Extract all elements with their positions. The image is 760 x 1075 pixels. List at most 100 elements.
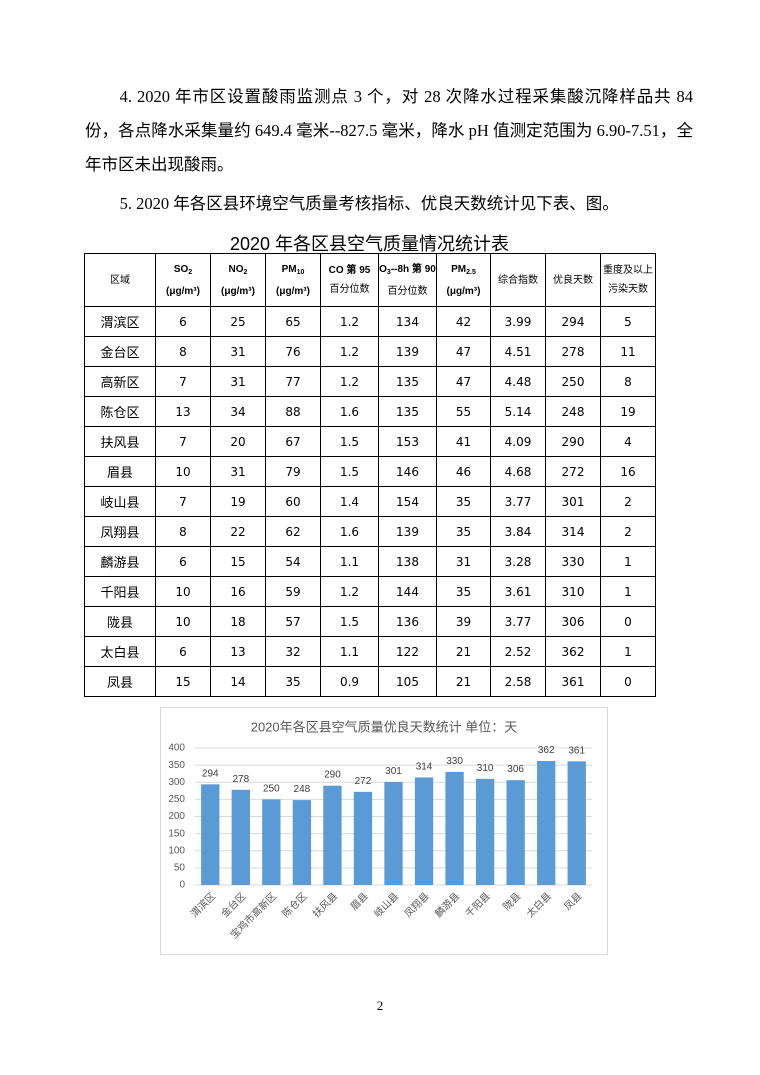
subscript: 2: [188, 268, 193, 276]
header-cell: O3--8h 第 90 百分位数: [378, 253, 437, 307]
header-cell: PM2.5 (μg/m³): [436, 253, 491, 307]
y-tick-label: 400: [168, 743, 185, 754]
table-cell: 34: [210, 396, 266, 427]
bar: [445, 771, 464, 885]
table-row: 千阳县 10 16 59 1.2 144 35 3.61 310 1: [84, 576, 656, 607]
data-label: 301: [385, 766, 402, 777]
table-cell: 54: [265, 546, 321, 577]
table-cell: 5.14: [490, 396, 546, 427]
table-row: 太白县 6 13 32 1.1 122 21 2.52 362 1: [84, 636, 656, 667]
data-label: 294: [202, 768, 219, 779]
table-cell: 2.52: [490, 636, 546, 667]
header-text: PM: [281, 263, 297, 275]
table-cell: 13: [210, 636, 266, 667]
table-cell: 8: [155, 336, 211, 367]
table-cell: 0: [600, 666, 656, 697]
table-cell: 16: [600, 456, 656, 487]
header-line: 百分位数: [321, 280, 378, 299]
header-cell: 重度及以上 污染天数: [600, 253, 656, 307]
data-label: 362: [538, 745, 555, 756]
table-cell: 11: [600, 336, 656, 367]
table-cell: 59: [265, 576, 321, 607]
header-text: 优良天数: [553, 274, 593, 286]
y-tick-label: 350: [168, 760, 185, 771]
table-cell: 3.99: [490, 306, 546, 337]
table-cell: 凤翔县: [84, 516, 156, 547]
table-cell: 144: [378, 576, 437, 607]
table-cell: 扶风县: [84, 426, 156, 457]
header-line: NO2: [211, 260, 265, 282]
subscript: 10: [296, 268, 305, 276]
table-cell: 248: [545, 396, 601, 427]
table-cell: 1.2: [320, 366, 379, 397]
table-cell: 79: [265, 456, 321, 487]
bar: [475, 778, 495, 885]
table-cell: 8: [600, 366, 656, 397]
table-cell: 岐山县: [84, 486, 156, 517]
table-cell: 1.2: [320, 576, 379, 607]
header-line: (μg/m³): [211, 282, 265, 301]
table-cell: 301: [545, 486, 601, 517]
table-cell: 陈仓区: [84, 396, 156, 427]
data-label: 248: [294, 784, 311, 795]
table-cell: 31: [210, 366, 266, 397]
table-cell: 0.9: [320, 666, 379, 697]
table-row: 眉县 10 31 79 1.5 146 46 4.68 272 16: [84, 456, 656, 487]
bar: [292, 800, 312, 885]
paragraph: 4. 2020 年市区设置酸雨监测点 3 个，对 28 次降水过程采集酸沉降样品…: [85, 87, 693, 174]
header-text: (μg/m³): [221, 285, 255, 297]
table-cell: 麟游县: [84, 546, 156, 577]
table-cell: 57: [265, 606, 321, 637]
table-cell: 134: [378, 306, 437, 337]
data-label: 272: [355, 776, 372, 787]
table-cell: 62: [265, 516, 321, 547]
table-cell: 20: [210, 426, 266, 457]
table: 区域 SO2 (μg/m³) NO2 (μg/m³) PM10 (μg/m³) CO 第 95…: [84, 253, 656, 697]
header-line: PM2.5: [437, 260, 490, 282]
table-cell: 4.09: [490, 426, 546, 457]
header-line: 污染天数: [601, 280, 655, 299]
table-cell: 77: [265, 366, 321, 397]
table-cell: 122: [378, 636, 437, 667]
table-cell: 2: [600, 516, 656, 547]
table-cell: 1.2: [320, 336, 379, 367]
table-cell: 76: [265, 336, 321, 367]
table-cell: 306: [545, 606, 601, 637]
table-cell: 41: [436, 426, 491, 457]
table-cell: 136: [378, 606, 437, 637]
table-cell: 105: [378, 666, 437, 697]
table-cell: 高新区: [84, 366, 156, 397]
header-line: SO2: [156, 260, 210, 282]
bar: [201, 784, 220, 885]
header-cell: 综合指数: [490, 253, 546, 307]
header-line: 综合指数: [491, 271, 545, 290]
table-row: 岐山县 7 19 60 1.4 154 35 3.77 301 2: [84, 486, 656, 517]
bar: [567, 761, 586, 885]
header-line: (μg/m³): [156, 282, 210, 301]
table-cell: 278: [545, 336, 601, 367]
table-cell: 138: [378, 546, 437, 577]
table-row: 麟游县 6 15 54 1.1 138 31 3.28 330 1: [84, 546, 656, 577]
header-line: (μg/m³): [437, 282, 490, 301]
table-cell: 250: [545, 366, 601, 397]
y-tick-label: 250: [168, 794, 185, 805]
page-number: 2: [376, 998, 384, 1013]
header-line: PM10: [266, 260, 320, 282]
table-cell: 31: [210, 336, 266, 367]
table-cell: 1: [600, 636, 656, 667]
table-cell: 60: [265, 486, 321, 517]
table-cell: 渭滨区: [84, 306, 156, 337]
table-cell: 3.84: [490, 516, 546, 547]
table-cell: 139: [378, 516, 437, 547]
header-text: 污染天数: [608, 284, 648, 295]
table-cell: 10: [155, 606, 211, 637]
bar: [231, 789, 250, 885]
table-row: 金台区 8 31 76 1.2 139 47 4.51 278 11: [84, 336, 656, 367]
table-cell: 55: [436, 396, 491, 427]
header-text: PM: [451, 263, 467, 275]
table-cell: 1.5: [320, 426, 379, 457]
table-cell: 31: [210, 456, 266, 487]
table-cell: 0: [600, 606, 656, 637]
table-cell: 10: [155, 456, 211, 487]
